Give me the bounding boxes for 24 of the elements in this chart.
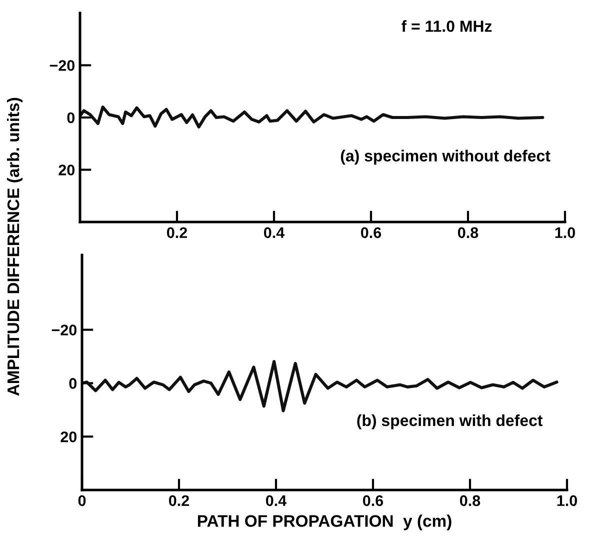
x-tick-label: 0.4 — [266, 495, 287, 506]
x-tick-label: 0.2 — [168, 495, 190, 506]
x-tick-label: 0 — [78, 495, 86, 506]
x-tick-label: 0.4 — [264, 227, 285, 238]
annotation: f = 11.0 MHz — [402, 20, 492, 32]
y-tick-label: −20 — [52, 324, 77, 336]
x-axis-title: PATH OF PROPAGATION y (cm) — [198, 514, 452, 530]
y-tick-label: 0 — [69, 378, 77, 389]
y-tick-label: −20 — [50, 60, 75, 71]
x-tick-label: 0.6 — [360, 227, 382, 238]
line-series — [82, 360, 558, 412]
x-tick-label: 1.0 — [555, 227, 575, 238]
annotation: (a) specimen without defect — [340, 150, 550, 165]
annotation: (b) specimen with defect — [357, 414, 543, 430]
x-tick-label: 0.2 — [166, 227, 188, 238]
line-series — [80, 106, 544, 128]
x-tick-label: 0.6 — [362, 495, 384, 506]
x-tick-label: 0.8 — [460, 495, 480, 506]
y-axis-title: AMPLITUDE DIFFERENCE (arb. units) — [6, 98, 23, 396]
x-tick-label: 0.8 — [458, 227, 478, 238]
y-tick-label: 20 — [60, 431, 77, 442]
y-tick-label: 20 — [58, 164, 75, 176]
y-tick-label: 0 — [67, 112, 75, 124]
x-tick-label: 1.0 — [557, 495, 577, 506]
